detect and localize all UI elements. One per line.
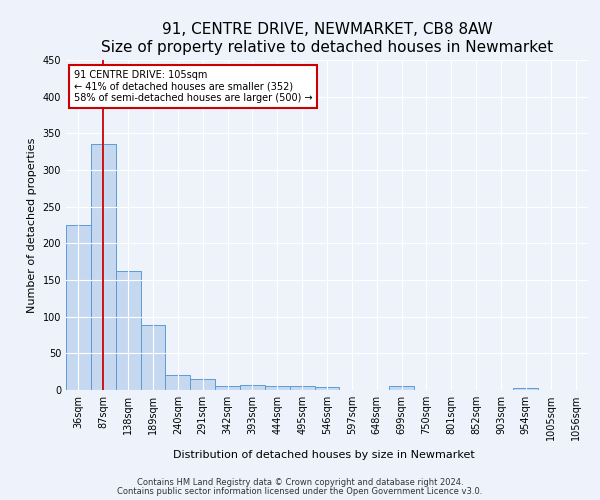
Bar	[66, 225, 91, 390]
Bar	[190, 379, 215, 390]
Text: 91 CENTRE DRIVE: 105sqm
← 41% of detached houses are smaller (352)
58% of semi-d: 91 CENTRE DRIVE: 105sqm ← 41% of detache…	[74, 70, 313, 103]
Text: Contains HM Land Registry data © Crown copyright and database right 2024.: Contains HM Land Registry data © Crown c…	[137, 478, 463, 487]
Bar	[389, 386, 414, 390]
Bar	[265, 386, 290, 390]
Bar	[290, 386, 314, 390]
Y-axis label: Number of detached properties: Number of detached properties	[27, 138, 37, 312]
Text: Distribution of detached houses by size in Newmarket: Distribution of detached houses by size …	[173, 450, 475, 460]
Title: 91, CENTRE DRIVE, NEWMARKET, CB8 8AW
Size of property relative to detached house: 91, CENTRE DRIVE, NEWMARKET, CB8 8AW Siz…	[101, 22, 553, 54]
Bar	[215, 386, 240, 390]
Bar	[240, 385, 265, 390]
Bar	[91, 144, 116, 390]
Bar	[140, 326, 166, 390]
Text: Contains public sector information licensed under the Open Government Licence v3: Contains public sector information licen…	[118, 487, 482, 496]
Bar	[116, 271, 140, 390]
Bar	[314, 387, 340, 390]
Bar	[166, 374, 190, 390]
Bar	[514, 388, 538, 390]
